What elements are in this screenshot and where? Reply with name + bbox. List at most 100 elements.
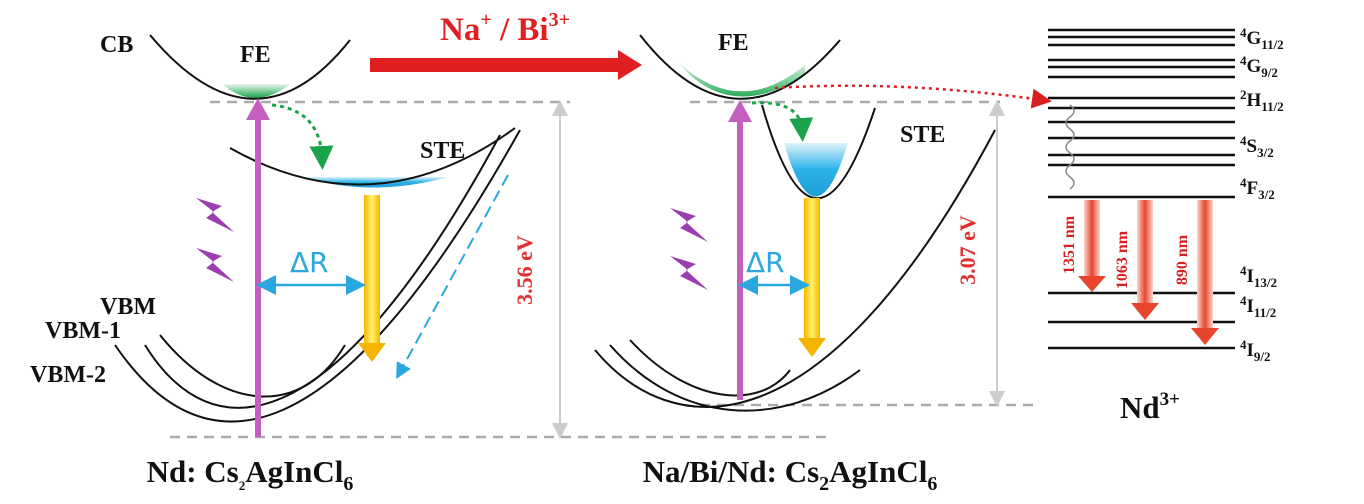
arrow-head xyxy=(1131,303,1159,320)
emission-arrow xyxy=(364,195,380,345)
level-main: G xyxy=(1247,56,1262,77)
lightning xyxy=(196,248,234,282)
level-sub: 9/2 xyxy=(1261,65,1278,80)
arrow-head xyxy=(246,98,270,120)
doping-sup: 3+ xyxy=(549,9,570,31)
level-pre: 4 xyxy=(1240,133,1247,148)
level-main: I xyxy=(1247,266,1254,287)
title-part: Na/Bi/Nd: Cs xyxy=(643,454,820,489)
fe-label: FE xyxy=(718,30,749,56)
doping-part: / Bi xyxy=(492,12,549,48)
panel-title: Nd: Cs2AgInCl6 xyxy=(147,454,354,495)
emission-arrow xyxy=(1137,200,1153,305)
left-panel: CB FE STE VBM VBM-1 VBM-2 ΔR 3.56 eV Nd:… xyxy=(30,32,830,495)
level-pre: 4 xyxy=(1240,53,1247,68)
level-sub: 11/2 xyxy=(1254,305,1276,320)
emission-arrow xyxy=(1197,200,1213,330)
vbm1-label: VBM-1 xyxy=(45,318,121,344)
title-sub: 6 xyxy=(343,473,353,495)
ste-curve xyxy=(229,127,516,186)
lightning xyxy=(670,208,708,242)
level-lines xyxy=(1048,28,1235,350)
level-sub: 3/2 xyxy=(1258,187,1275,202)
arrow-head xyxy=(1078,276,1106,292)
title-sub: 2 xyxy=(819,473,829,495)
vb-curve xyxy=(609,344,861,412)
level-pre: 4 xyxy=(1240,337,1247,352)
arrow-head xyxy=(618,50,642,80)
level-label: 4I13/2 xyxy=(1240,263,1277,290)
level-label: 4F3/2 xyxy=(1240,175,1275,202)
vb-curve xyxy=(594,129,996,408)
transfer-arrow xyxy=(774,84,1052,109)
level-sub: 11/2 xyxy=(1261,99,1283,114)
level-label: 2H11/2 xyxy=(1240,87,1284,114)
delta-r-label: ΔR xyxy=(746,246,785,279)
level-sub: 11/2 xyxy=(1261,37,1283,52)
vbm-label: VBM xyxy=(100,294,156,320)
ion-label: Nd3+ xyxy=(1120,389,1180,425)
level-label: 4S3/2 xyxy=(1240,133,1274,160)
emission-label: 890 nm xyxy=(1174,234,1191,285)
level-sub: 9/2 xyxy=(1254,349,1271,364)
level-pre: 4 xyxy=(1240,263,1247,278)
arrow-head xyxy=(358,343,386,362)
vb-curve xyxy=(114,129,521,423)
nd-levels: 1351 nm 1063 nm 890 nm 4G11/24G9/22H11/2… xyxy=(1048,25,1284,425)
panel-title: Na/Bi/Nd: Cs2AgInCl6 xyxy=(643,454,938,495)
level-label: 4G9/2 xyxy=(1240,53,1278,80)
fe-fill xyxy=(222,84,290,98)
cb-curve xyxy=(639,34,841,100)
ste-fill xyxy=(302,177,448,188)
ion-part: Nd xyxy=(1120,390,1160,425)
emission-arrow xyxy=(1084,200,1100,278)
title-part: AgInCl xyxy=(829,454,928,489)
level-label: 4G11/2 xyxy=(1240,25,1284,52)
level-pre: 4 xyxy=(1240,175,1247,190)
level-sub: 3/2 xyxy=(1257,145,1274,160)
ion-sup: 3+ xyxy=(1160,389,1180,410)
lightning xyxy=(196,198,234,232)
vbm2-label: VBM-2 xyxy=(30,362,106,388)
level-label: 4I11/2 xyxy=(1240,293,1276,320)
doping-label: Na+ / Bi3+ xyxy=(440,9,570,48)
level-main: H xyxy=(1247,90,1262,111)
cb-label: CB xyxy=(100,32,133,58)
emission-label: 1351 nm xyxy=(1061,215,1078,274)
fe-fill xyxy=(676,60,805,97)
level-pre: 4 xyxy=(1240,293,1247,308)
level-pre: 4 xyxy=(1240,25,1247,40)
level-sub: 13/2 xyxy=(1254,275,1277,290)
level-main: I xyxy=(1247,296,1254,317)
arrow-head xyxy=(1191,328,1219,345)
ste-fill xyxy=(784,143,848,197)
relax-arrow xyxy=(751,101,814,142)
level-labels: 4G11/24G9/22H11/24S3/24F3/24I13/24I11/24… xyxy=(1240,25,1284,364)
lightning xyxy=(670,256,708,290)
title-sub: 2 xyxy=(239,478,246,493)
gap-label: 3.56 eV xyxy=(512,235,537,305)
arrow-head xyxy=(728,100,752,122)
doping: Na+ / Bi3+ xyxy=(370,9,642,80)
level-main: I xyxy=(1247,340,1254,361)
level-pre: 2 xyxy=(1240,87,1247,102)
fe-label: FE xyxy=(240,42,271,68)
delta-r-label: ΔR xyxy=(290,246,329,279)
doping-sup: + xyxy=(480,9,491,31)
vb-curve xyxy=(629,339,791,397)
ste-label: STE xyxy=(420,138,465,164)
level-main: S xyxy=(1247,136,1258,157)
level-main: G xyxy=(1247,28,1262,49)
ste-label: STE xyxy=(900,122,945,148)
relax-arrow xyxy=(271,103,334,170)
relax-arrow xyxy=(396,174,509,380)
vb-curve xyxy=(159,334,346,398)
title-part: Nd: Cs xyxy=(147,454,239,489)
emission-arrow xyxy=(804,198,820,340)
level-label: 4I9/2 xyxy=(1240,337,1271,364)
vb-curve xyxy=(144,134,501,409)
arrow-head xyxy=(798,338,826,357)
cb-curve xyxy=(149,34,351,100)
